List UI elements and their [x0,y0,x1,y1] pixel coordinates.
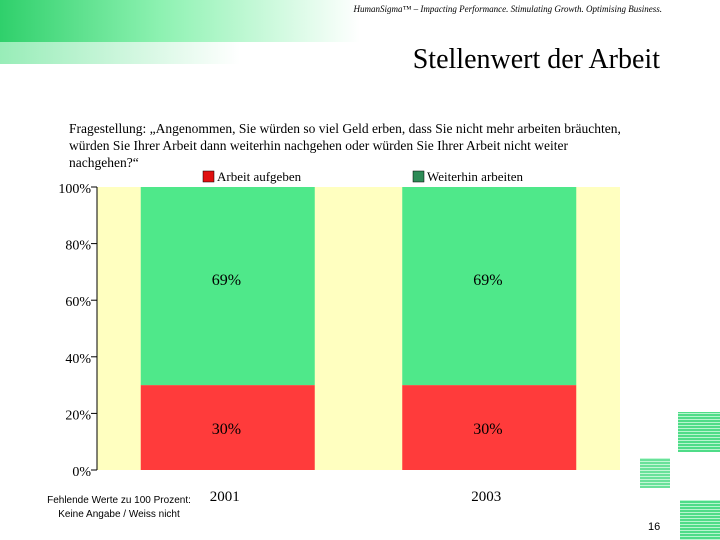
page-number: 16 [648,521,661,533]
question-line-3: nachgehen?“ [69,155,139,170]
question-text: Fragestellung: „Angenommen, Sie würden s… [69,120,669,171]
y-tick-label: 0% [72,465,91,480]
right-block-2 [640,458,670,488]
footnote-line-2: Keine Angabe / Weiss nicht [58,509,180,520]
data-label-weiterhin-2003: 69% [473,272,502,289]
top-left-gradient-block [0,0,360,42]
data-label-weiterhin-2001: 69% [212,272,241,289]
question-line-2: würden Sie Ihrer Arbeit dann weiterhin n… [69,138,568,153]
bar-weiterhin-arbeiten-2003 [402,187,577,386]
bar-weiterhin-arbeiten-2001 [140,187,315,386]
y-tick-label: 40% [65,352,91,367]
top-left-gradient-band [0,42,240,64]
y-tick-label: 20% [65,408,91,423]
question-line-1: Fragestellung: „Angenommen, Sie würden s… [69,121,621,136]
footnote: Fehlende Werte zu 100 Prozent: Keine Ang… [30,494,208,522]
y-tick-label: 80% [65,239,91,254]
y-tick-label: 100% [58,182,91,197]
right-block-3 [680,500,720,540]
legend-swatch-aufgeben [202,170,215,183]
y-tick-label: 60% [65,295,91,310]
legend-label-weiterhin: Weiterhin arbeiten [427,169,524,184]
data-label-aufgeben-2003: 30% [473,421,502,438]
footnote-line-1: Fehlende Werte zu 100 Prozent: [47,495,191,506]
x-tick-label-2003: 2003 [471,489,501,505]
header-tagline: HumanSigma™ – Impacting Performance. Sti… [353,4,662,14]
legend-swatch-weiterhin [412,170,425,183]
slide-title: Stellenwert der Arbeit [412,44,660,75]
legend-label-aufgeben: Arbeit aufgeben [217,169,302,184]
bar-arbeit-aufgeben-2003 [402,385,577,470]
right-block-1 [678,412,720,452]
data-label-aufgeben-2001: 30% [212,421,241,438]
bar-arbeit-aufgeben-2001 [140,385,315,470]
x-tick-label-2001: 2001 [210,489,240,505]
